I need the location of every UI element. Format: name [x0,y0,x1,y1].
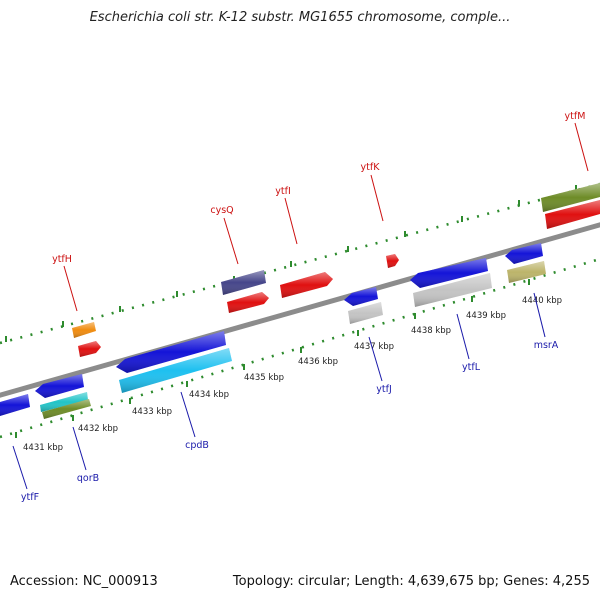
tick-label-4438: 4438 kbp [411,326,451,336]
leader-qorB [72,426,87,471]
gene-label-cpdB[interactable]: cpdB [185,440,209,451]
gene-label-ytfM[interactable]: ytfM [565,111,586,122]
reverse-strand-genes [0,243,546,419]
gene-cpdB-feature[interactable] [116,331,232,393]
gene-label-cysQ[interactable]: cysQ [210,205,233,216]
gene-label-ytfF[interactable]: ytfF [21,492,39,503]
tick-label-4431: 4431 kbp [23,443,63,453]
tick-label-4440: 4440 kbp [522,296,562,306]
leader-ytfF [12,445,28,490]
topology-summary: Topology: circular; Length: 4,639,675 bp… [232,574,590,589]
tick-label-4433: 4433 kbp [132,407,172,417]
leader-ytfL [456,313,470,360]
upper-dotted-track [0,182,600,345]
leader-msrA [533,292,546,338]
gene-ytfM-feature[interactable] [541,183,600,229]
leader-ytfJ [368,336,383,382]
gene-ytfJ-feature[interactable] [344,287,383,324]
gene-ytfF-feature[interactable] [0,394,30,416]
gene-label-ytfJ[interactable]: ytfJ [376,384,392,395]
tick-label-4436: 4436 kbp [298,357,338,367]
gene-label-ytfH[interactable]: ytfH [52,254,72,265]
accession-text: Accession: NC_000913 [10,574,158,589]
gene-ytfK-feature[interactable] [386,254,399,268]
tick-label-4439: 4439 kbp [466,311,506,321]
gene-cysQ-feature[interactable] [221,270,269,313]
lower-major-ticks [15,279,530,438]
tick-label-4432: 4432 kbp [78,424,118,434]
gene-ytfH-feature[interactable] [72,322,101,357]
gene-label-ytfI[interactable]: ytfI [275,186,291,197]
leader-ytfI [284,197,298,245]
gene-label-msrA[interactable]: msrA [534,340,559,351]
leader-ytfK [370,174,384,222]
forward-strand-genes [72,183,600,357]
tick-label-4437: 4437 kbp [354,342,394,352]
gene-label-ytfK[interactable]: ytfK [361,162,381,173]
gene-label-ytfL[interactable]: ytfL [462,362,481,373]
map-title: Escherichia coli str. K-12 substr. MG165… [89,10,511,25]
leader-cysQ [223,217,239,265]
gene-ytfI-feature[interactable] [280,272,333,298]
tick-label-4434: 4434 kbp [189,390,229,400]
leader-ytfM [574,122,589,172]
tick-label-4435: 4435 kbp [244,373,284,383]
upper-major-ticks [5,185,577,342]
chromosome-backbone [0,222,600,398]
gene-ytfL-feature[interactable] [410,258,492,307]
leader-cpdB [180,391,196,438]
gene-msrA-feature[interactable] [505,243,546,283]
gene-label-qorB[interactable]: qorB [77,473,99,484]
leader-ytfH [63,265,78,312]
gene-qorB-feature[interactable] [35,374,91,419]
